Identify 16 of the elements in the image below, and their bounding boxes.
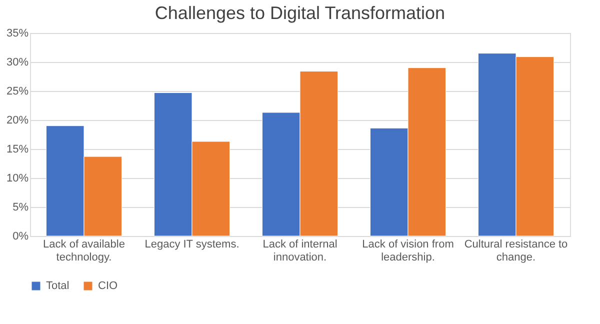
x-tick-label: Legacy IT systems. <box>144 238 240 250</box>
y-tick-label: 0% <box>12 230 29 242</box>
y-tick-label: 15% <box>6 144 29 156</box>
x-tick-label: Lack of internal innovation. <box>262 238 338 264</box>
legend-label: Total <box>46 280 70 292</box>
x-tick-label: Lack of available technology. <box>43 238 125 264</box>
y-tick-label: 25% <box>6 86 29 98</box>
y-tick-label: 30% <box>6 56 29 68</box>
y-tick-label: 10% <box>6 172 29 184</box>
y-tick-label: 20% <box>6 114 29 126</box>
y-tick-label: 35% <box>6 28 29 40</box>
chart-title: Challenges to Digital Transformation <box>154 3 446 23</box>
legend-label: CIO <box>98 280 118 292</box>
x-tick-label: Lack of vision from leadership. <box>362 238 454 264</box>
x-tick-label: Cultural resistance to change. <box>464 238 568 264</box>
y-tick-label: 5% <box>12 202 29 214</box>
